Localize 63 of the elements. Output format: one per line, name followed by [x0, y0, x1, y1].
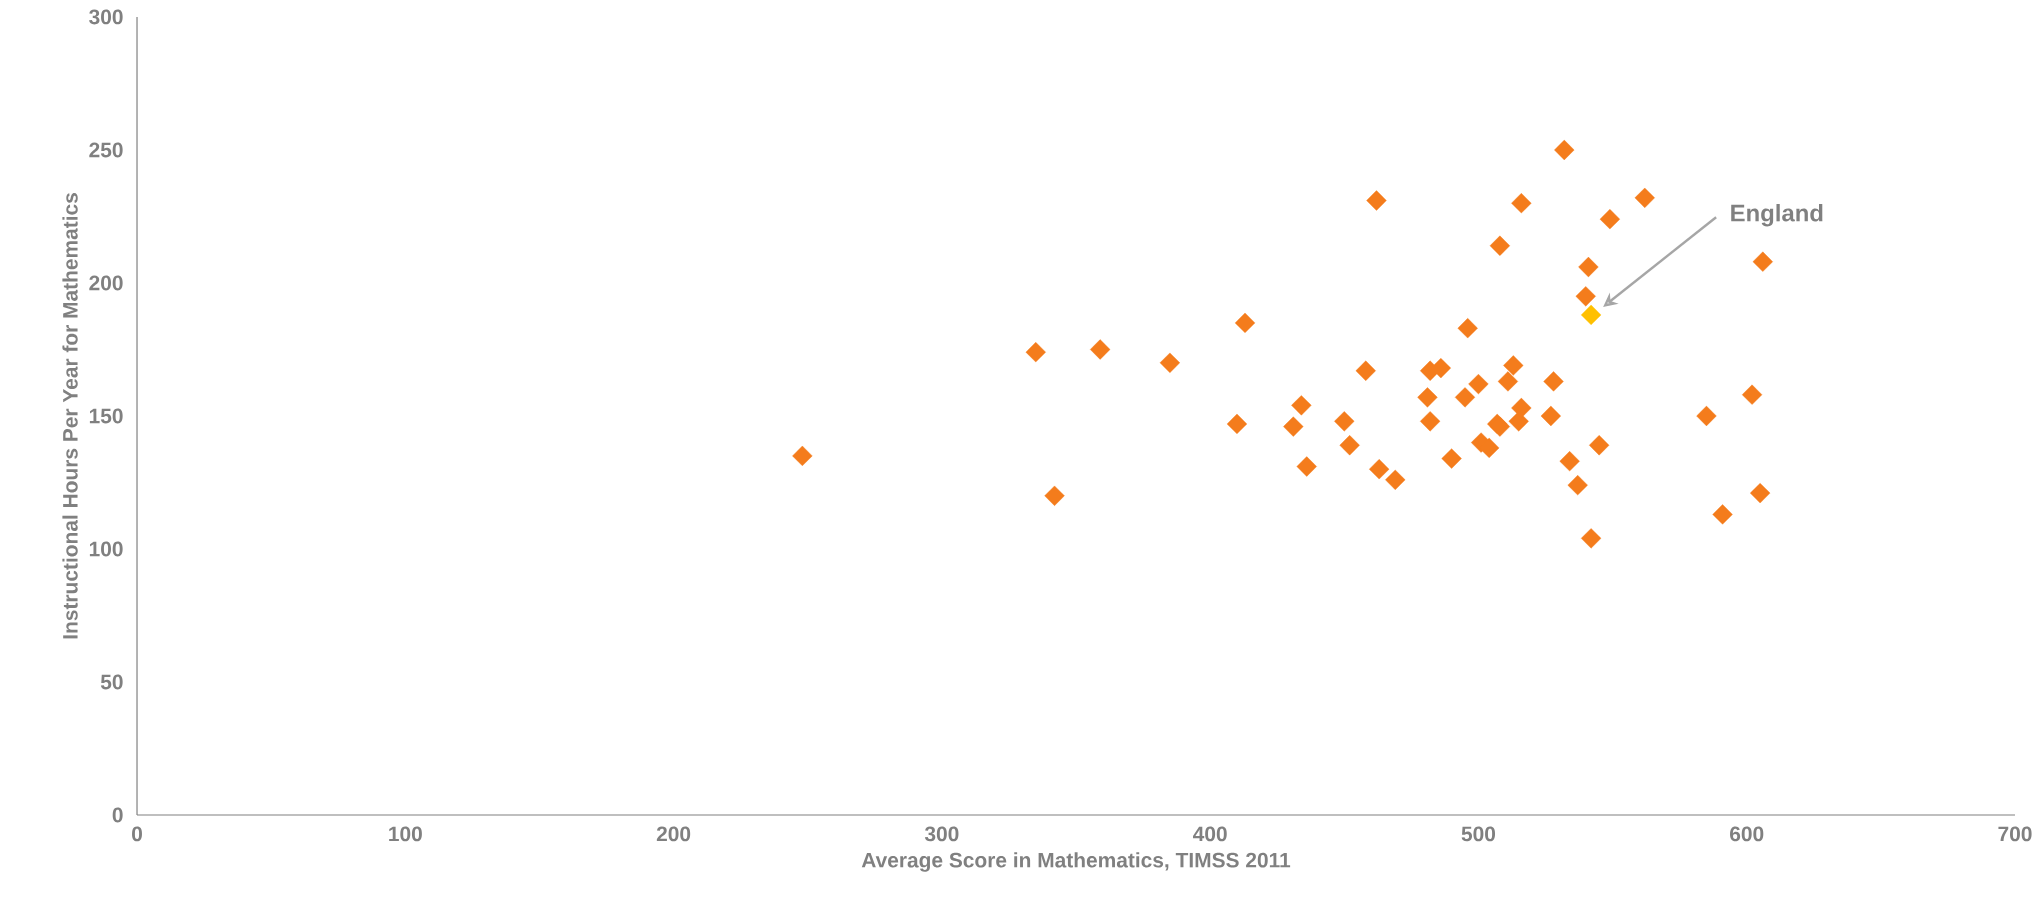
- point: [1369, 459, 1390, 480]
- point: [1291, 395, 1312, 416]
- x-tick-label: 200: [656, 826, 691, 842]
- point: [1567, 475, 1588, 496]
- point: [1159, 352, 1181, 373]
- point: [1417, 387, 1438, 408]
- point: [1025, 342, 1046, 363]
- x-tick-label: 400: [1193, 826, 1227, 842]
- y-tick-label: 150: [89, 408, 123, 424]
- point: [1296, 456, 1317, 477]
- point: [1559, 451, 1580, 472]
- y-tick-label: 50: [100, 674, 123, 690]
- y-axis-title: Instructional Hours Per Year for Mathematics: [62, 193, 78, 639]
- point: [1226, 413, 1248, 435]
- x-tick-label: 100: [389, 826, 422, 842]
- point: [1589, 435, 1610, 456]
- point: [792, 445, 813, 466]
- y-tick-label: 100: [89, 541, 123, 557]
- point: [1741, 384, 1763, 405]
- x-tick-label: 700: [1998, 826, 2032, 842]
- x-tick-label: 300: [924, 826, 959, 842]
- point: [1581, 528, 1602, 549]
- point: [1366, 190, 1387, 211]
- point: [1752, 251, 1773, 272]
- point: [1454, 387, 1476, 408]
- x-tick-label: 500: [1461, 826, 1496, 842]
- point: [1385, 469, 1406, 490]
- point: [1090, 339, 1111, 360]
- point: [1497, 371, 1519, 392]
- point: [1750, 483, 1771, 504]
- point: [1578, 256, 1599, 278]
- point: [1543, 371, 1564, 392]
- y-tick-label: 250: [89, 142, 123, 158]
- point: [1457, 318, 1478, 339]
- point: [1696, 405, 1717, 427]
- point: [1712, 504, 1733, 525]
- point: [1489, 235, 1510, 256]
- x-tick-label: 0: [132, 826, 142, 842]
- point: [1503, 355, 1524, 376]
- y-tick-label: 200: [89, 275, 123, 291]
- point: [1441, 448, 1462, 469]
- point: [1540, 405, 1561, 427]
- point: [1468, 373, 1489, 395]
- y-tick-label: 0: [112, 807, 123, 823]
- point: [1334, 411, 1355, 432]
- point: [1479, 437, 1500, 458]
- point: [1554, 139, 1575, 161]
- point: [1599, 209, 1620, 230]
- point: [1355, 360, 1376, 381]
- point: [1511, 193, 1532, 214]
- point: [1634, 187, 1655, 208]
- point: [1511, 397, 1532, 419]
- point: [1581, 304, 1602, 325]
- x-tick-label: 600: [1730, 826, 1764, 842]
- y-tick-label: 300: [89, 9, 123, 25]
- point: [1420, 411, 1441, 432]
- point: [1234, 312, 1256, 333]
- annotation: England: [1731, 203, 1823, 227]
- point: [1339, 435, 1360, 456]
- point: [1044, 485, 1065, 506]
- x-axis-title: Average Score in Mathematics, TIMSS 2011: [861, 852, 1291, 872]
- point: [1575, 286, 1596, 307]
- point: [1283, 416, 1304, 437]
